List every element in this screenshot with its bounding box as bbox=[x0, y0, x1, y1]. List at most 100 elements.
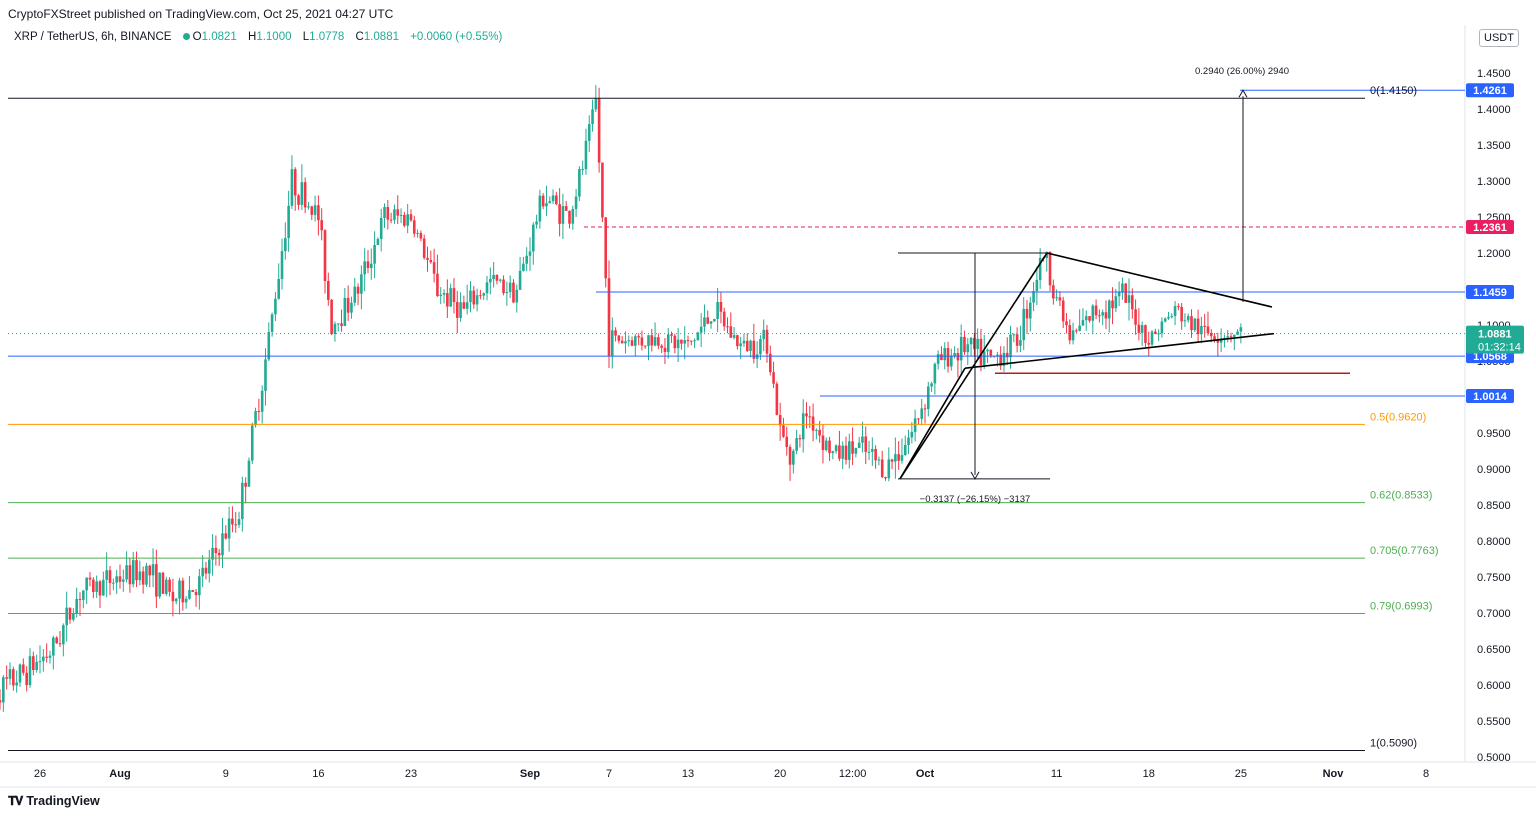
candle-body bbox=[1236, 331, 1239, 335]
candle-body bbox=[880, 459, 884, 478]
measure-label-up: 0.2940 (26.00%) 2940 bbox=[1195, 66, 1289, 77]
candle-body bbox=[102, 579, 105, 596]
candle-body bbox=[1035, 279, 1039, 292]
candle-body bbox=[1144, 325, 1147, 343]
candle-body bbox=[1005, 352, 1009, 358]
y-tick-label: 1.3500 bbox=[1477, 140, 1511, 152]
currency-button[interactable]: USDT bbox=[1479, 29, 1519, 47]
candle-body bbox=[696, 332, 700, 341]
candle-body bbox=[432, 262, 436, 274]
candle-body bbox=[670, 334, 673, 336]
candle-body bbox=[386, 207, 390, 220]
candle-body bbox=[366, 261, 370, 269]
candle-body bbox=[890, 459, 894, 462]
candle-body bbox=[297, 195, 300, 205]
candle-body bbox=[894, 454, 897, 462]
candle-body bbox=[903, 444, 907, 456]
candle-body bbox=[442, 293, 446, 295]
candle-body bbox=[976, 338, 979, 349]
candle-body bbox=[284, 238, 287, 252]
triangle-trend-line bbox=[899, 367, 966, 480]
candle-body bbox=[752, 340, 756, 359]
candle-body bbox=[1091, 305, 1095, 321]
candle-body bbox=[78, 598, 82, 600]
candle-body bbox=[204, 567, 208, 574]
candle-body bbox=[151, 564, 155, 576]
candle-body bbox=[531, 224, 535, 252]
x-tick-label: 23 bbox=[405, 768, 417, 780]
y-tick-label: 1.3000 bbox=[1477, 176, 1511, 188]
candle-body bbox=[32, 656, 35, 671]
fib-level-label: 0.5(0.9620) bbox=[1370, 411, 1426, 423]
ohlc-legend: XRP / TetherUS, 6h, BINANCE O1.0821 H1.1… bbox=[14, 31, 502, 43]
high-value: 1.1000 bbox=[256, 31, 292, 43]
candle-body bbox=[15, 682, 18, 686]
candle-body bbox=[1065, 321, 1068, 326]
candle-body bbox=[1019, 340, 1022, 346]
y-tick-label: 1.4000 bbox=[1477, 104, 1511, 116]
candle-body bbox=[749, 340, 752, 351]
candle-body bbox=[98, 581, 102, 596]
candle-body bbox=[399, 214, 403, 216]
candle-body bbox=[1061, 300, 1065, 322]
candle-body bbox=[419, 232, 423, 239]
candle-body bbox=[274, 298, 277, 315]
candle-body bbox=[640, 337, 644, 346]
candle-body bbox=[989, 349, 993, 356]
candle-body bbox=[58, 643, 62, 645]
candle-body bbox=[1048, 251, 1052, 286]
y-tick-label: 1.4500 bbox=[1477, 68, 1511, 80]
candle-body bbox=[393, 209, 396, 220]
candle-body bbox=[508, 282, 512, 293]
candle-body bbox=[492, 274, 495, 279]
candle-body bbox=[45, 656, 48, 658]
candle-body bbox=[1183, 320, 1187, 322]
candle-body bbox=[834, 445, 838, 452]
candle-body bbox=[785, 436, 789, 447]
drawings: 0(1.4150) 0.5(0.9620) 0.62(0.8533) 0.705(0.… bbox=[8, 66, 1465, 752]
candle-body bbox=[426, 257, 429, 260]
x-tick-label: 13 bbox=[682, 768, 694, 780]
candle-body bbox=[792, 450, 795, 465]
candle-body bbox=[1028, 302, 1032, 319]
candle-body bbox=[851, 441, 854, 454]
candle-body bbox=[1216, 340, 1220, 343]
candle-body bbox=[181, 580, 185, 603]
candle-body bbox=[653, 337, 657, 346]
candle-body bbox=[489, 278, 492, 283]
candle-body bbox=[330, 299, 333, 335]
x-tick-label: 7 bbox=[606, 768, 612, 780]
candle-body bbox=[861, 436, 864, 443]
triangle-trend-line bbox=[1046, 252, 1273, 308]
price-axis-tag bbox=[1466, 83, 1514, 98]
y-axis[interactable]: 1.45001.40001.35001.30001.25001.20001.10… bbox=[1466, 68, 1524, 764]
candle-body bbox=[1098, 315, 1101, 317]
candle-body bbox=[805, 413, 808, 417]
candle-body bbox=[897, 454, 900, 461]
candle-body bbox=[8, 669, 12, 679]
candle-body bbox=[821, 435, 825, 451]
candle-body bbox=[198, 576, 201, 596]
candle-body bbox=[194, 591, 198, 596]
fib-level-label: 0(1.4150) bbox=[1370, 85, 1417, 97]
candle-body bbox=[82, 590, 85, 600]
symbol-title[interactable]: XRP / TetherUS, 6h, BINANCE bbox=[14, 31, 172, 43]
candle-body bbox=[416, 232, 419, 234]
candle-body bbox=[88, 577, 92, 580]
candle-body bbox=[502, 279, 505, 294]
candle-body bbox=[660, 345, 663, 348]
candle-body bbox=[346, 297, 350, 313]
current-price-tag bbox=[1466, 325, 1524, 354]
candle-body bbox=[831, 451, 835, 454]
candle-body bbox=[1084, 316, 1088, 321]
candle-body bbox=[353, 286, 357, 303]
candle-body bbox=[1075, 330, 1078, 332]
candle-body bbox=[535, 221, 538, 225]
x-axis[interactable]: 26 Aug 9 16 23 Sep 7 13 20 12:00 Oct 11 18 25 Nov 8 bbox=[34, 768, 1429, 780]
candle-body bbox=[145, 565, 148, 585]
candle-body bbox=[48, 655, 52, 658]
candle-body bbox=[541, 195, 545, 207]
candle-body bbox=[1104, 312, 1108, 319]
candle-body bbox=[581, 169, 584, 171]
